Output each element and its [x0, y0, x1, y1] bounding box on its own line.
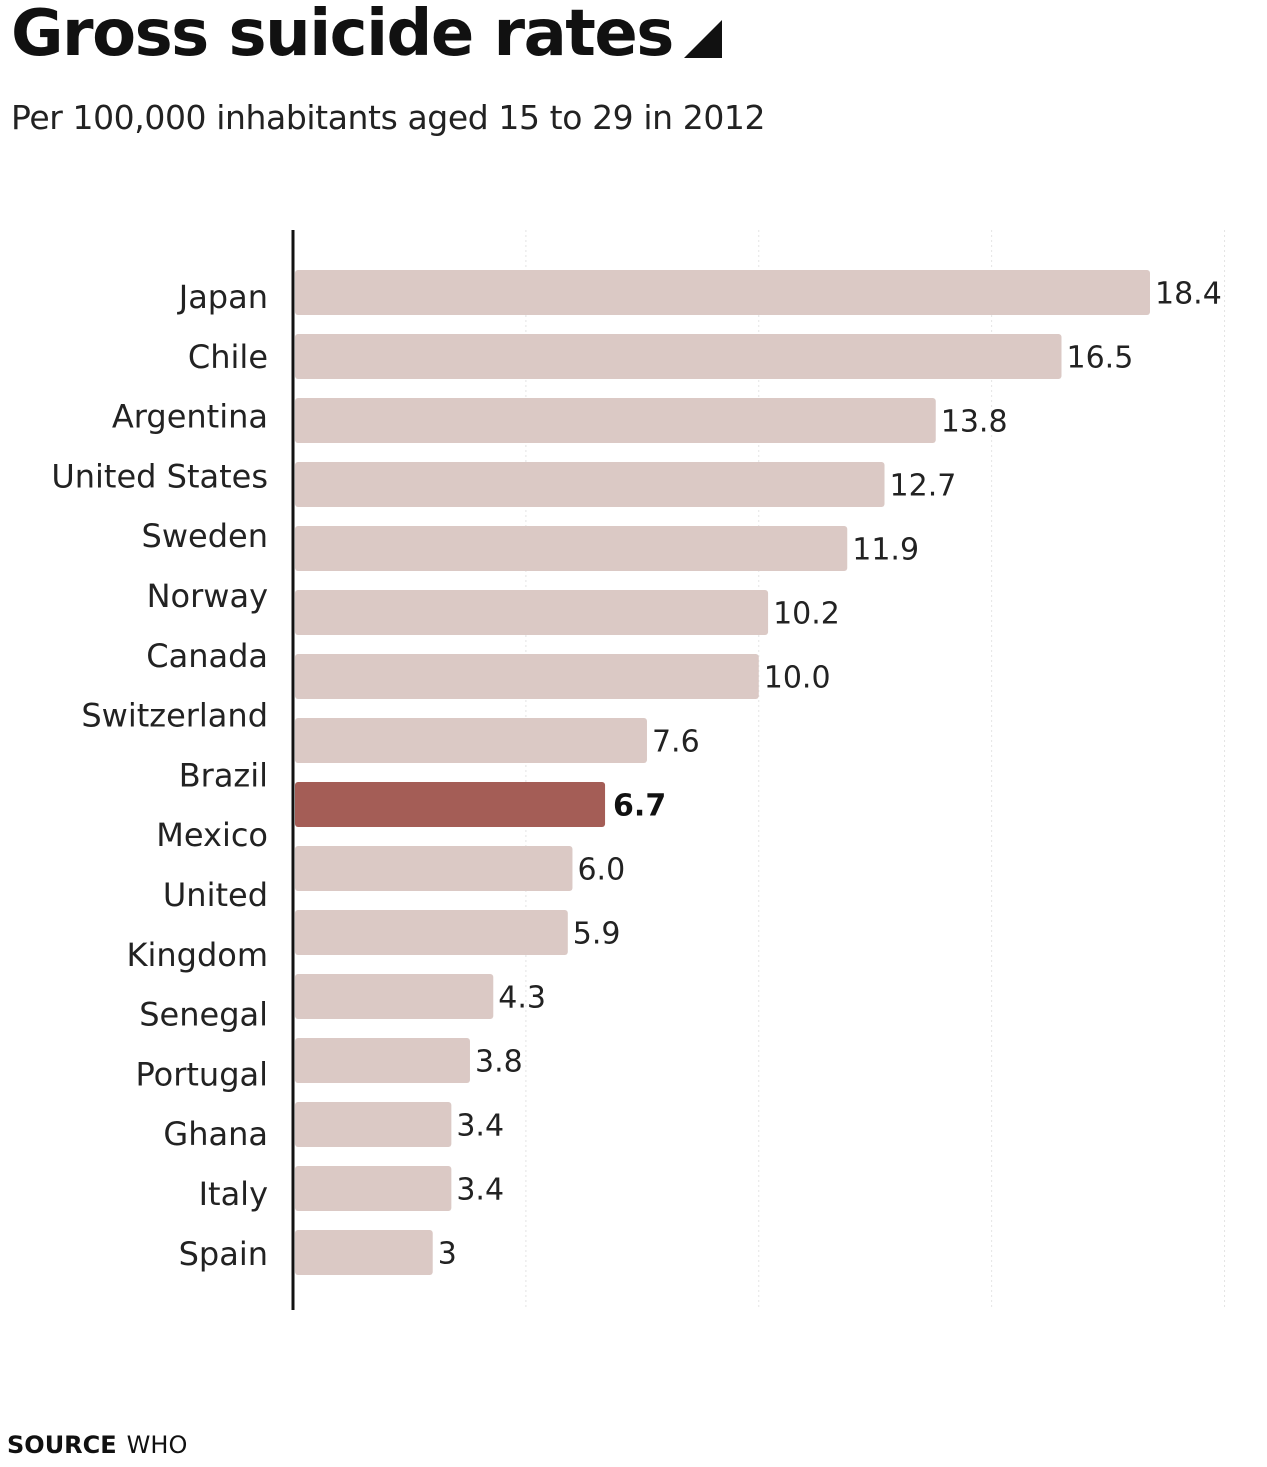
- gridlines: [525, 230, 1226, 1310]
- source-label: SOURCE: [7, 1431, 117, 1459]
- bar: [295, 654, 759, 699]
- category-label: Canada: [146, 637, 268, 675]
- value-label: 10.2: [773, 597, 840, 632]
- value-label: 6.0: [577, 853, 625, 888]
- bar: [295, 846, 573, 891]
- bar: [295, 910, 568, 955]
- category-label: Argentina: [112, 398, 268, 436]
- category-label: Japan: [177, 278, 268, 316]
- value-label: 3: [438, 1237, 457, 1272]
- category-label: United: [163, 876, 268, 914]
- value-label: 18.4: [1155, 277, 1222, 312]
- category-label: Brazil: [179, 756, 268, 794]
- value-label: 10.0: [764, 661, 831, 696]
- bar: [295, 526, 848, 571]
- value-labels: 18.4 16.5 13.8 12.7 11.9 10.2 10.0 7.6 6.7 6.0 5.9…: [438, 277, 1222, 1272]
- bar: [295, 398, 936, 443]
- bar-chart: 18.4 16.5 13.8 12.7 11.9 10.2 10.0 7.6 6.7 6.0 5.9…: [51, 230, 1226, 1310]
- bar: [295, 782, 606, 827]
- bar: [295, 462, 885, 507]
- bar: [295, 334, 1062, 379]
- chart-title: Gross suicide rates: [11, 0, 674, 71]
- value-label: 3.4: [456, 1109, 504, 1144]
- category-label: Sweden: [142, 517, 268, 555]
- value-label: 7.6: [652, 725, 700, 760]
- bar: [295, 974, 494, 1019]
- bar: [295, 1102, 452, 1147]
- category-labels: Japan Chile Argentina United States Sweden No…: [51, 278, 268, 1273]
- category-label: Ghana: [163, 1115, 268, 1153]
- value-label: 4.3: [498, 981, 546, 1016]
- category-label: Kingdom: [126, 936, 268, 974]
- value-label: 16.5: [1067, 341, 1134, 376]
- bar: [295, 1230, 433, 1275]
- value-label: 3.4: [456, 1173, 504, 1208]
- category-label: Senegal: [139, 996, 268, 1034]
- bar: [295, 590, 769, 635]
- value-label: 11.9: [852, 533, 919, 568]
- category-label: Switzerland: [81, 697, 268, 735]
- triangle-arrow-icon: [684, 20, 722, 58]
- category-label: United States: [51, 457, 268, 495]
- bar: [295, 718, 647, 763]
- category-label: Spain: [179, 1235, 268, 1273]
- source-value: WHO: [126, 1431, 188, 1459]
- bars: [295, 270, 1150, 1275]
- source-note: SOURCE WHO: [7, 1430, 187, 1460]
- category-label: Mexico: [156, 816, 268, 854]
- bar: [295, 270, 1150, 315]
- category-label: Norway: [147, 577, 268, 615]
- value-label: 3.8: [475, 1045, 523, 1080]
- category-label: Italy: [199, 1175, 268, 1213]
- value-label: 5.9: [573, 917, 621, 952]
- value-label: 12.7: [890, 469, 957, 504]
- category-label: Chile: [188, 338, 268, 376]
- category-label: Portugal: [135, 1055, 268, 1093]
- bar: [295, 1166, 452, 1211]
- value-label: 13.8: [941, 405, 1008, 440]
- bar: [295, 1038, 470, 1083]
- value-label: 6.7: [613, 789, 666, 824]
- chart-subtitle: Per 100,000 inhabitants aged 15 to 29 in…: [11, 98, 766, 137]
